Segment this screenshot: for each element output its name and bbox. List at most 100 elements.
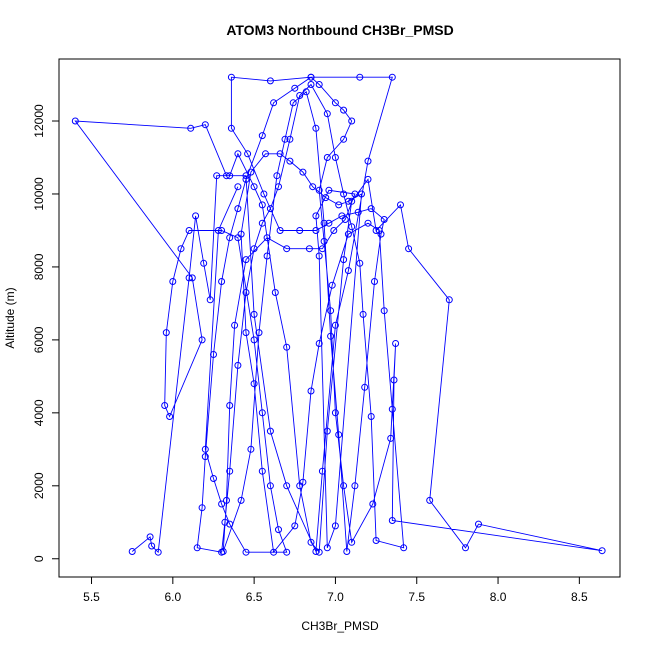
data-point [348,117,356,125]
data-point [71,117,79,125]
data-point [258,219,266,227]
data-point [283,482,291,490]
data-point [388,73,396,81]
data-point [309,183,317,191]
data-point [296,227,304,234]
data-point [258,132,266,140]
data-point [266,427,274,435]
data-point [426,496,434,504]
data-point [387,434,395,442]
data-point [323,427,331,435]
data-point [162,329,170,337]
data-point [315,252,323,260]
data-point [331,409,339,417]
y-tick-label: 12000 [32,104,46,138]
data-point [307,81,315,88]
data-point [234,205,242,213]
data-point [598,547,606,555]
data-point [234,183,242,191]
y-tick-label: 2000 [32,472,46,499]
data-point [331,99,339,107]
data-point [154,548,162,556]
data-point [234,361,242,369]
y-tick-label: 10000 [32,177,46,211]
data-point [270,548,278,556]
data-point [263,252,271,260]
data-point [213,172,221,180]
data-point [146,533,154,541]
x-tick-label: 7.0 [327,590,344,604]
data-point [275,526,282,534]
data-point [320,219,328,227]
data-point [242,548,250,556]
data-point [266,205,274,213]
data-point [388,405,396,413]
data-point [344,197,352,205]
data-point [338,212,346,220]
data-point [359,310,367,318]
data-point [187,124,195,132]
data-point [231,321,239,329]
data-point [340,135,348,143]
data-point [475,520,482,528]
y-axis-label: Altitude (m) [3,287,17,348]
data-point [250,380,258,388]
data-point [276,227,284,234]
data-point [266,77,274,85]
data-point [188,274,196,282]
data-point [218,278,226,285]
data-point [318,245,326,253]
data-point [307,538,315,546]
data-point [397,201,404,209]
data-point [226,172,234,180]
data-point [305,245,313,253]
data-point [315,81,323,88]
data-point [226,234,234,242]
data-point [227,124,235,132]
data-point [335,431,343,439]
data-point [371,278,378,285]
data-point [198,504,206,512]
data-point [356,259,364,267]
data-point [250,336,258,344]
data-point [367,205,375,213]
data-point [289,99,297,107]
data-point [234,234,242,242]
data-point [206,296,214,304]
chart-title: ATOM3 Northbound CH3Br_PMSD [226,22,453,38]
data-point [223,172,230,180]
data-point [281,135,289,143]
data-point [315,186,323,194]
y-tick-label: 6000 [32,326,46,353]
x-tick-label: 6.0 [164,590,181,604]
data-point [244,150,252,158]
data-point [375,227,383,234]
data-point [299,168,307,176]
data-point [210,475,217,482]
data-point [273,172,281,180]
data-point [271,289,279,296]
data-point [291,84,299,92]
data-point [328,281,336,289]
data-point [226,467,234,475]
data-point [462,544,469,552]
data-point [250,183,258,191]
data-point [327,307,335,315]
data-point [260,190,268,198]
data-point [177,245,185,253]
data-point [221,518,229,526]
data-point [169,278,177,285]
data-point [364,175,372,183]
x-tick-label: 6.5 [246,590,263,604]
data-point [276,150,284,158]
data-point [226,520,234,528]
data-point [250,245,258,253]
series-layer [71,73,606,556]
x-axis: 5.5 6.0 6.5 7.0 7.5 8.0 8.5 [83,576,588,604]
y-tick-label: 8000 [32,253,46,280]
data-point [242,289,250,296]
data-point [286,157,294,165]
data-point [312,548,320,555]
data-point [296,92,304,99]
data-point [270,99,278,107]
